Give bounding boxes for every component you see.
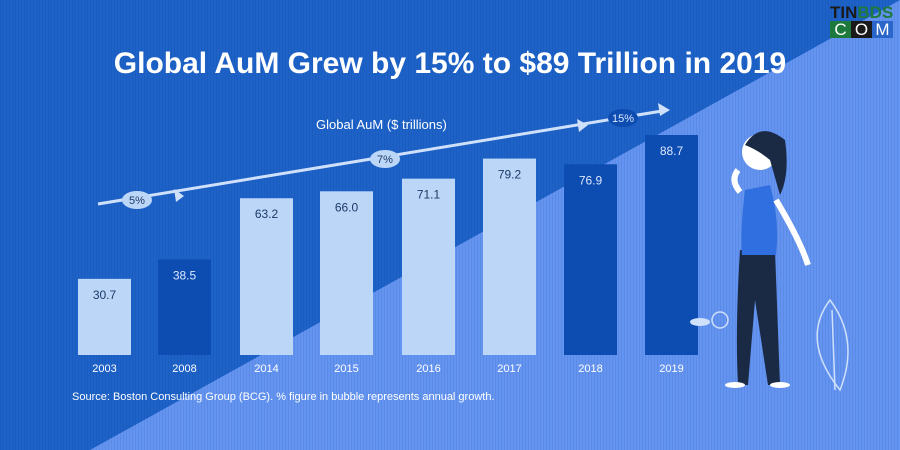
growth-bubble — [608, 109, 638, 127]
growth-bubble — [370, 150, 400, 168]
growth-bubble — [122, 191, 152, 209]
bar-2015 — [320, 191, 373, 355]
bar-2019 — [645, 135, 698, 355]
x-tick-label: 2003 — [92, 363, 116, 375]
growth-bubble-label: 15% — [612, 113, 634, 125]
bar-2016 — [402, 178, 455, 355]
x-tick-label: 2018 — [578, 363, 602, 375]
bar-value-label: 76.9 — [579, 173, 603, 187]
growth-bubble-label: 5% — [129, 195, 145, 207]
bar-value-label: 63.2 — [255, 207, 279, 221]
bar-2017 — [483, 158, 536, 355]
growth-bubble-label: 7% — [377, 154, 393, 166]
bar-value-label: 30.7 — [93, 288, 117, 302]
x-tick-label: 2015 — [334, 363, 358, 375]
bar-2018 — [564, 164, 617, 355]
chart-title: Global AuM ($ trillions) — [316, 117, 447, 132]
x-tick-label: 2019 — [659, 363, 683, 375]
x-tick-label: 2017 — [497, 363, 521, 375]
page-title: Global AuM Grew by 15% to $89 Trillion i… — [113, 47, 787, 80]
x-tick-label: 2014 — [254, 363, 278, 375]
leaf-decoration — [690, 298, 849, 392]
bar-2003 — [78, 278, 131, 355]
woman-illustration — [725, 131, 811, 388]
x-tick-label: 2016 — [416, 363, 440, 375]
bar-value-label: 88.7 — [660, 144, 684, 158]
bar-2008 — [158, 259, 211, 355]
bar-value-label: 38.5 — [173, 269, 197, 283]
bar-2014 — [240, 198, 293, 355]
bar-value-label: 71.1 — [417, 188, 441, 202]
source-note: Source: Boston Consulting Group (BCG). %… — [72, 391, 495, 403]
bar-value-label: 79.2 — [498, 168, 522, 182]
x-tick-label: 2008 — [172, 363, 196, 375]
bar-value-label: 66.0 — [335, 200, 359, 214]
